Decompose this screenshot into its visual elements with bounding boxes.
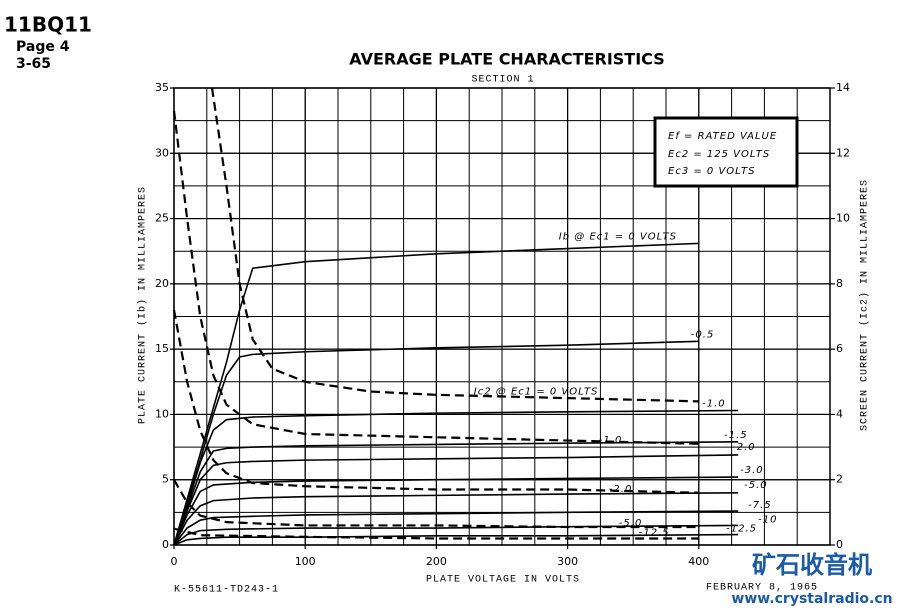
- y2-tick-label: 10: [836, 212, 850, 225]
- y-axis-label: PLATE CURRENT (Ib) IN MILLIAMPERES: [137, 186, 149, 424]
- curve-label: -0.5: [691, 329, 715, 340]
- curve-label: -10: [758, 514, 777, 525]
- note: Ec2 = 125 VOLTS: [668, 149, 770, 160]
- y-tick-label: 5: [162, 473, 169, 486]
- plate-current-curve: [173, 441, 739, 546]
- plate-current-curve: [173, 409, 739, 546]
- y-tick-label: 25: [155, 212, 169, 225]
- drawing-number: K-55611-TD243-1: [174, 585, 279, 596]
- x-axis-label: PLATE VOLTAGE IN VOLTS: [426, 575, 580, 586]
- screen-current-curve: [173, 527, 699, 540]
- y-tick-label: 30: [155, 146, 169, 159]
- watermark-title: 矿石收音机: [752, 551, 872, 579]
- y2-tick-label: 6: [836, 342, 843, 355]
- y-tick-label: 15: [155, 342, 169, 355]
- y2-tick-label: 0: [836, 538, 843, 551]
- y2-tick-label: 4: [836, 407, 843, 420]
- plate-current-curve: [173, 510, 739, 546]
- plate-current-curve: [173, 491, 739, 546]
- watermark-url: www.crystalradio.cn: [731, 591, 892, 607]
- x-tick-label: 400: [688, 555, 709, 568]
- note: Ef = RATED VALUE: [668, 131, 777, 142]
- y-tick-label: 0: [162, 538, 169, 551]
- page-number: Page 4: [16, 39, 70, 55]
- curve-label: -12.5: [726, 524, 757, 535]
- curve-label: -7.5: [748, 500, 772, 511]
- y2-tick-label: 12: [836, 146, 850, 159]
- curve-label: -12.5: [639, 527, 670, 538]
- y2-tick-label: 2: [836, 473, 843, 486]
- x-tick-label: 100: [295, 555, 316, 568]
- screen-current-curve: [172, 110, 699, 445]
- tube-type: 11BQ11: [4, 13, 92, 37]
- curve-label: Ic2 @ Ec1 = 0 VOLTS: [474, 386, 599, 397]
- date-code: 3-65: [16, 56, 51, 72]
- curve-label: -1.0: [702, 399, 726, 410]
- screen-current-curve: [172, 309, 699, 494]
- notes-box: [653, 116, 799, 188]
- x-tick-label: 0: [171, 555, 178, 568]
- y2-tick-label: 14: [836, 81, 850, 94]
- chart-title: AVERAGE PLATE CHARACTERISTICS: [349, 50, 664, 69]
- curve-label: Ib @ Ec1 = 0 VOLTS: [559, 231, 677, 242]
- curve-label: -5.0: [619, 518, 643, 529]
- y2-tick-label: 8: [836, 277, 843, 290]
- plate-current-curve: [173, 524, 739, 546]
- curve-label: -3.0: [740, 465, 764, 476]
- x-tick-label: 200: [426, 555, 447, 568]
- screen-current-curve: [173, 479, 699, 529]
- y-tick-label: 20: [155, 277, 169, 290]
- plate-current-curve: [173, 242, 699, 546]
- plate-current-curve: [173, 454, 739, 546]
- chart-subtitle: SECTION 1: [471, 75, 534, 86]
- curve-label: -1.0: [599, 435, 623, 446]
- screen-current-curve: [210, 87, 699, 403]
- curve-label: -2.0: [732, 442, 756, 453]
- y2-axis-label: SCREEN CURRENT (Ic2) IN MILLIAMPERES: [859, 179, 871, 431]
- y-tick-label: 10: [155, 407, 169, 420]
- curve-label: -1.5: [724, 430, 748, 441]
- drawing-date: FEBRUARY 8, 1965: [706, 583, 818, 594]
- curve-label: -2.0: [609, 484, 633, 495]
- x-tick-label: 300: [557, 555, 578, 568]
- curve-label: -5.0: [744, 480, 768, 491]
- y-tick-label: 35: [155, 81, 169, 94]
- note: Ec3 = 0 VOLTS: [668, 166, 756, 177]
